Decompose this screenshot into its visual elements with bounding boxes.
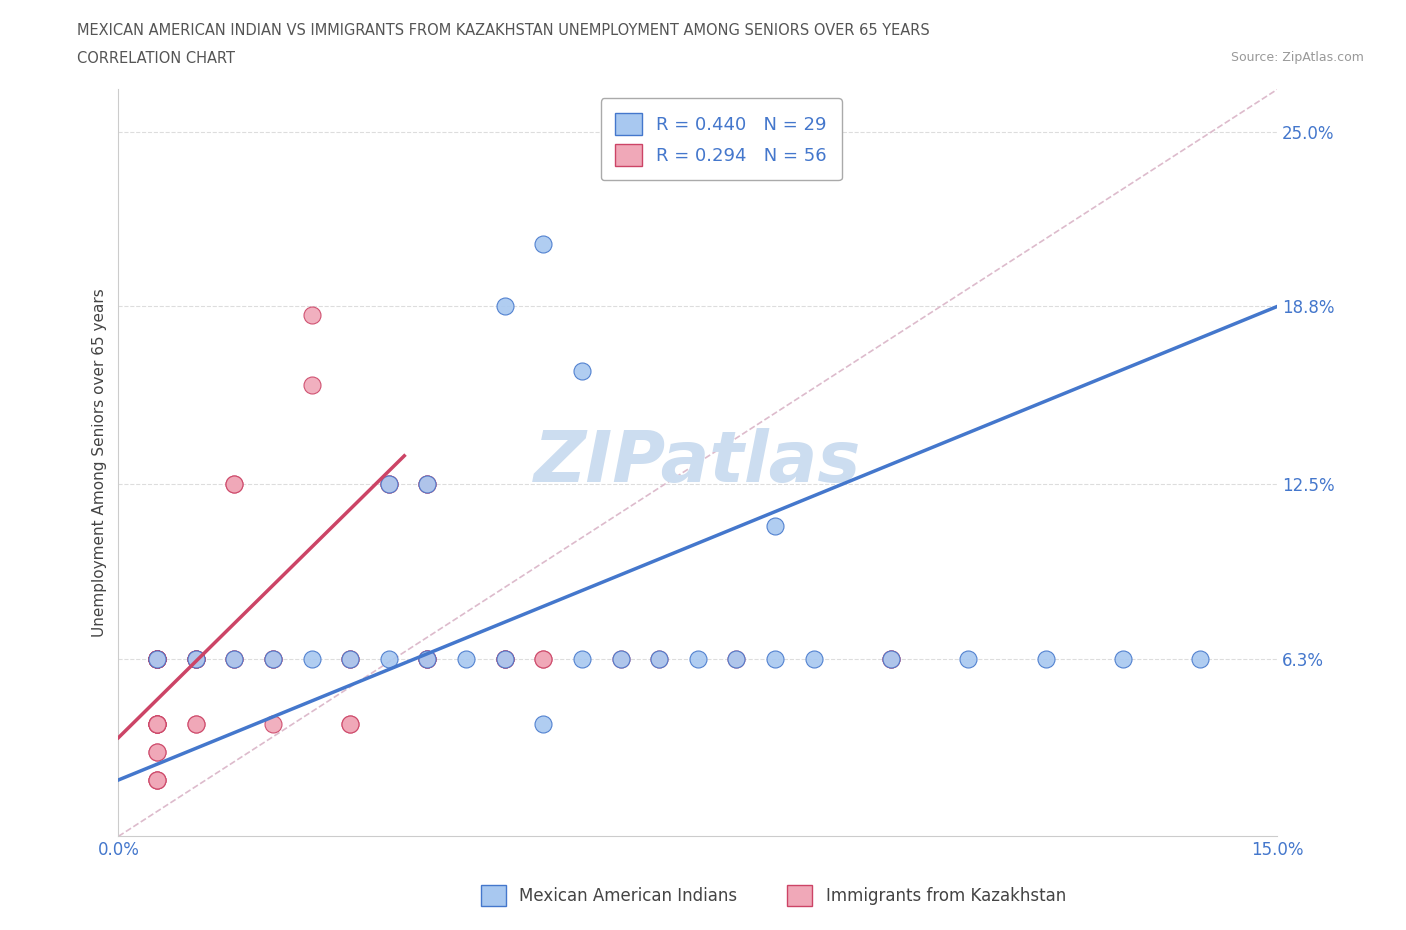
Point [416,651,439,666]
Point [763,651,786,666]
Point [531,651,554,666]
Point [146,773,169,788]
Point [531,237,554,252]
Point [416,651,439,666]
Point [648,651,671,666]
Point [262,651,284,666]
Point [262,716,284,731]
Point [378,651,401,666]
Point [146,651,169,666]
Text: MEXICAN AMERICAN INDIAN VS IMMIGRANTS FROM KAZAKHSTAN UNEMPLOYMENT AMONG SENIORS: MEXICAN AMERICAN INDIAN VS IMMIGRANTS FR… [77,23,931,38]
Text: CORRELATION CHART: CORRELATION CHART [77,51,235,66]
Point [494,299,516,314]
Point [494,651,516,666]
Point [146,773,169,788]
Point [378,476,401,491]
Point [224,651,246,666]
Point [184,651,207,666]
Point [880,651,903,666]
Point [184,716,207,731]
Point [301,308,323,323]
Point [416,476,439,491]
Point [339,716,361,731]
Point [1188,651,1211,666]
Point [184,651,207,666]
Point [262,651,284,666]
Point [456,651,478,666]
Point [494,651,516,666]
Point [609,651,631,666]
Point [146,716,169,731]
Point [880,651,903,666]
Point [262,651,284,666]
Point [146,651,169,666]
Point [146,651,169,666]
Point [494,651,516,666]
Point [763,519,786,534]
Point [146,651,169,666]
Point [609,651,631,666]
Point [146,651,169,666]
Point [880,651,903,666]
Point [339,716,361,731]
Point [184,716,207,731]
Point [146,651,169,666]
Legend: Mexican American Indians, Immigrants from Kazakhstan: Mexican American Indians, Immigrants fro… [474,879,1073,912]
Y-axis label: Unemployment Among Seniors over 65 years: Unemployment Among Seniors over 65 years [93,288,107,637]
Point [146,651,169,666]
Point [339,651,361,666]
Point [146,716,169,731]
Point [339,651,361,666]
Point [301,378,323,392]
Point [146,651,169,666]
Point [146,773,169,788]
Point [416,651,439,666]
Point [146,744,169,759]
Point [146,716,169,731]
Point [531,716,554,731]
Legend: R = 0.440   N = 29, R = 0.294   N = 56: R = 0.440 N = 29, R = 0.294 N = 56 [600,99,842,180]
Point [146,716,169,731]
Point [146,716,169,731]
Point [416,476,439,491]
Point [571,651,593,666]
Point [224,476,246,491]
Point [146,651,169,666]
Point [146,651,169,666]
Point [301,651,323,666]
Point [184,651,207,666]
Point [184,651,207,666]
Point [531,651,554,666]
Text: ZIPatlas: ZIPatlas [534,429,862,498]
Point [571,364,593,379]
Point [416,476,439,491]
Point [803,651,825,666]
Point [224,651,246,666]
Point [648,651,671,666]
Point [1112,651,1135,666]
Point [146,744,169,759]
Point [378,476,401,491]
Point [686,651,709,666]
Point [725,651,748,666]
Point [1035,651,1057,666]
Point [146,651,169,666]
Point [416,651,439,666]
Point [494,651,516,666]
Point [378,476,401,491]
Point [957,651,980,666]
Point [184,651,207,666]
Point [339,651,361,666]
Text: Source: ZipAtlas.com: Source: ZipAtlas.com [1230,51,1364,64]
Point [224,476,246,491]
Point [224,651,246,666]
Point [725,651,748,666]
